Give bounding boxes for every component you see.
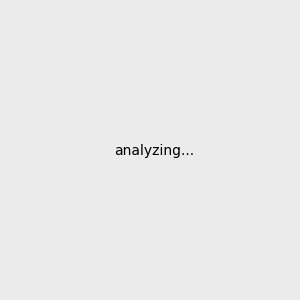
Text: analyzing...: analyzing... <box>114 145 194 158</box>
